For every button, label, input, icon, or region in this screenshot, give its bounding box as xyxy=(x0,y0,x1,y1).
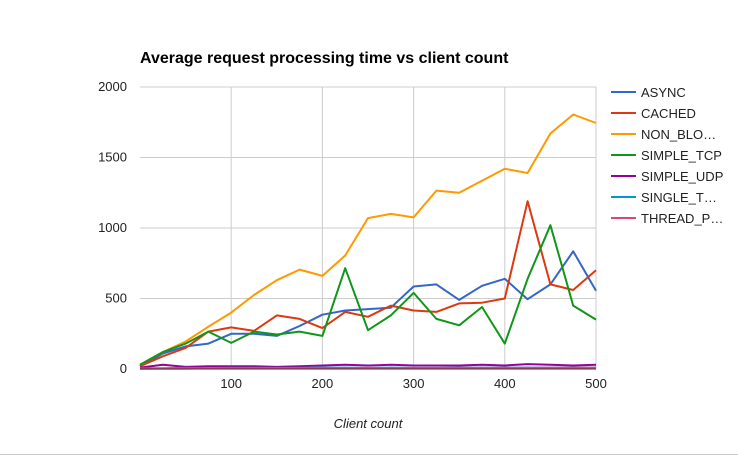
legend-item: SIMPLE_UDP xyxy=(611,169,723,184)
legend-label: SIMPLE_TCP xyxy=(641,148,722,163)
legend-item: SINGLE_T… xyxy=(611,190,717,205)
series-line-cached xyxy=(139,200,597,368)
bottom-divider xyxy=(0,454,738,455)
series-line-async xyxy=(139,250,597,368)
x-tick-label: 300 xyxy=(403,376,425,391)
x-tick-label: 200 xyxy=(312,376,334,391)
y-tick-label: 1000 xyxy=(98,220,127,235)
legend-label: SIMPLE_UDP xyxy=(641,169,723,184)
chart-title: Average request processing time vs clien… xyxy=(140,50,509,67)
legend-label: THREAD_P… xyxy=(641,211,723,226)
y-tick-label: 2000 xyxy=(98,79,127,94)
legend-item: SIMPLE_TCP xyxy=(611,148,722,163)
legend-item: ASYNC xyxy=(611,85,686,100)
series-line-non-blo xyxy=(139,113,597,366)
series-line-thread-p xyxy=(139,366,596,370)
y-tick-label: 500 xyxy=(105,291,127,306)
legend-item: THREAD_P… xyxy=(611,211,723,226)
y-tick-label: 1500 xyxy=(98,150,127,165)
legend-label: ASYNC xyxy=(641,85,686,100)
legend-label: SINGLE_T… xyxy=(641,190,717,205)
legend: ASYNC CACHED NON_BLO… SIMPLE_TCP SIMPLE_UDP S… xyxy=(611,85,723,226)
gridlines xyxy=(140,86,597,369)
legend-item: CACHED xyxy=(611,106,696,121)
legend-label: NON_BLO… xyxy=(641,127,716,142)
x-tick-label: 500 xyxy=(585,376,607,391)
x-axis-label: Client count xyxy=(334,416,404,431)
series-line-simple-udp xyxy=(139,363,597,369)
legend-item: NON_BLO… xyxy=(611,127,716,142)
x-tick-label: 400 xyxy=(494,376,516,391)
x-tick-label: 100 xyxy=(220,376,242,391)
y-tick-label: 0 xyxy=(120,361,127,376)
series-line-simple-tcp xyxy=(139,224,597,366)
legend-label: CACHED xyxy=(641,106,696,121)
axes: 0 500 1000 1500 2000 100 200 300 400 500 xyxy=(98,79,607,391)
series-lines xyxy=(139,113,597,370)
